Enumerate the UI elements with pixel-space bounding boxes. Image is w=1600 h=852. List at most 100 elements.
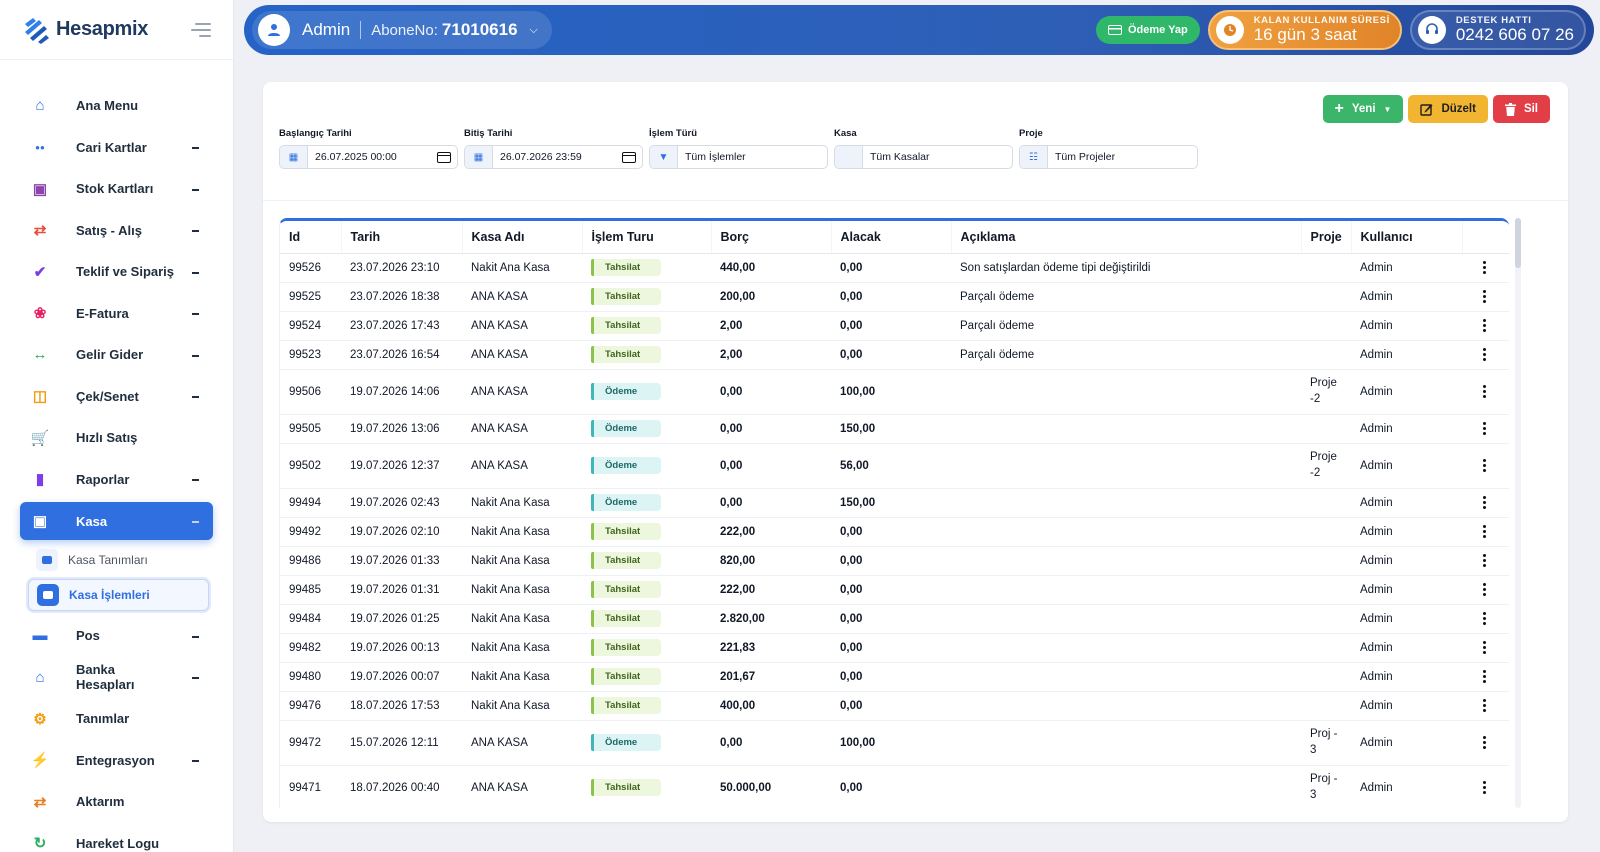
column-header[interactable]: İşlem Turu bbox=[582, 221, 712, 254]
submenu-item[interactable]: Kasa İşlemleri bbox=[28, 579, 209, 611]
tarih-cell: 23.07.2026 16:54 bbox=[341, 340, 462, 370]
user-menu[interactable]: Admin AboneNo: 71010616 ⌵ bbox=[252, 11, 552, 49]
table-row[interactable]: 99484 19.07.2026 01:25 Nakit Ana Kasa Tahsi… bbox=[280, 604, 1509, 634]
table-row[interactable]: 99485 19.07.2026 01:31 Nakit Ana Kasa Tahsi… bbox=[280, 575, 1509, 605]
kullanici-cell: Admin bbox=[1351, 633, 1462, 663]
more-options-icon[interactable] bbox=[1483, 554, 1486, 567]
scrollbar[interactable] bbox=[1515, 218, 1521, 808]
sidebar-item-ana-menu[interactable]: ⌂ Ana Menu bbox=[0, 85, 213, 127]
table-row[interactable]: 99480 19.07.2026 00:07 Nakit Ana Kasa Tahsi… bbox=[280, 662, 1509, 692]
id-cell: 99523 bbox=[280, 340, 341, 370]
plus-icon: + bbox=[1334, 100, 1344, 117]
sidebar-item-teklif-ve-sipariş[interactable]: ✔ Teklif ve Sipariş bbox=[0, 251, 213, 293]
sidebar-item-gelir-gider[interactable]: ↔ Gelir Gider bbox=[0, 334, 213, 376]
date-picker-icon[interactable] bbox=[622, 151, 636, 163]
more-options-icon[interactable] bbox=[1483, 736, 1486, 749]
column-header[interactable] bbox=[1462, 221, 1509, 254]
sidebar-item-entegrasyon[interactable]: ⚡ Entegrasyon bbox=[0, 740, 213, 782]
more-options-icon[interactable] bbox=[1483, 641, 1486, 654]
table-row[interactable]: 99494 19.07.2026 02:43 Nakit Ana Kasa Ödeme… bbox=[280, 488, 1509, 518]
sidebar-item-cari-kartlar[interactable]: ●● Cari Kartlar bbox=[0, 127, 213, 169]
sidebar-item-banka-hesapları[interactable]: ⌂ Banka Hesapları bbox=[0, 657, 213, 699]
table-row[interactable]: 99471 18.07.2026 00:40 ANA KASA Tahsilat 50.… bbox=[280, 765, 1509, 808]
proje-cell: Proj - 3 bbox=[1301, 765, 1351, 808]
proje-cell bbox=[1301, 575, 1351, 605]
row-actions-cell bbox=[1462, 575, 1509, 605]
table-row[interactable]: 99502 19.07.2026 12:37 ANA KASA Ödeme 0,00 56… bbox=[280, 443, 1509, 489]
sidebar-item-hızlı-satış[interactable]: 🛒 Hızlı Satış bbox=[0, 417, 213, 459]
delete-button[interactable]: Sil bbox=[1492, 95, 1550, 123]
column-header[interactable]: Kasa Adı bbox=[462, 221, 583, 254]
table-row[interactable]: 99472 15.07.2026 12:11 ANA KASA Ödeme 0,00 10… bbox=[280, 720, 1509, 766]
table-row[interactable]: 99525 23.07.2026 18:38 ANA KASA Tahsilat 200… bbox=[280, 282, 1509, 312]
kasa-cell: ANA KASA bbox=[462, 282, 582, 312]
sidebar-item-tanımlar[interactable]: ⚙ Tanımlar bbox=[0, 698, 213, 740]
type-value: Tüm İşlemler bbox=[685, 151, 746, 163]
support-line[interactable]: DESTEK HATTI 0242 606 07 26 bbox=[1409, 10, 1586, 50]
sidebar-item-stok-kartları[interactable]: ▣ Stok Kartları bbox=[0, 168, 213, 210]
sidebar-item-hareket-logu[interactable]: ↻ Hareket Logu bbox=[0, 823, 213, 852]
sidebar-item-raporlar[interactable]: ▮ Raporlar bbox=[0, 459, 213, 501]
aciklama-cell bbox=[951, 488, 1301, 518]
sidebar-item-kasa[interactable]: ▣ Kasa bbox=[20, 502, 213, 540]
sidebar-item-aktarım[interactable]: ⇄ Aktarım bbox=[0, 781, 213, 823]
history-icon: ↻ bbox=[33, 835, 47, 852]
more-options-icon[interactable] bbox=[1483, 385, 1486, 398]
kasa-select[interactable]: Tüm Kasalar bbox=[834, 145, 1013, 169]
column-header[interactable]: Tarih bbox=[341, 221, 463, 254]
table-row[interactable]: 99506 19.07.2026 14:06 ANA KASA Ödeme 0,00 10… bbox=[280, 369, 1509, 415]
more-options-icon[interactable] bbox=[1483, 525, 1486, 538]
kasa-submenu: Kasa Tanımları Kasa İşlemleri bbox=[28, 544, 209, 611]
end-date-input[interactable]: ▦ 26.07.2026 23:59 bbox=[464, 145, 643, 169]
more-options-icon[interactable] bbox=[1483, 699, 1486, 712]
new-button[interactable]: + Yeni ▼ bbox=[1322, 95, 1404, 123]
table-row[interactable]: 99524 23.07.2026 17:43 ANA KASA Tahsilat 2,0… bbox=[280, 311, 1509, 341]
table-row[interactable]: 99476 18.07.2026 17:53 Nakit Ana Kasa Tahsi… bbox=[280, 691, 1509, 721]
more-options-icon[interactable] bbox=[1483, 612, 1486, 625]
more-options-icon[interactable] bbox=[1483, 459, 1486, 472]
payment-button[interactable]: Ödeme Yap bbox=[1096, 16, 1200, 44]
type-cell: Ödeme bbox=[582, 488, 711, 518]
table-row[interactable]: 99492 19.07.2026 02:10 Nakit Ana Kasa Tahsi… bbox=[280, 517, 1509, 547]
project-select[interactable]: ☷ Tüm Projeler bbox=[1019, 145, 1198, 169]
proje-cell bbox=[1301, 691, 1351, 721]
column-header[interactable]: Proje bbox=[1301, 221, 1352, 254]
edit-button[interactable]: Düzelt bbox=[1408, 95, 1488, 123]
scrollbar-thumb[interactable] bbox=[1515, 218, 1521, 268]
table-row[interactable]: 99505 19.07.2026 13:06 ANA KASA Ödeme 0,00 15… bbox=[280, 414, 1509, 444]
aciklama-cell bbox=[951, 575, 1301, 605]
start-date-input[interactable]: ▦ 26.07.2025 00:00 bbox=[279, 145, 458, 169]
column-header[interactable]: Borç bbox=[711, 221, 832, 254]
table-row[interactable]: 99526 23.07.2026 23:10 Nakit Ana Kasa Tahsi… bbox=[280, 253, 1509, 283]
more-options-icon[interactable] bbox=[1483, 290, 1486, 303]
column-header[interactable]: Id bbox=[280, 221, 342, 254]
table-row[interactable]: 99523 23.07.2026 16:54 ANA KASA Tahsilat 2,0… bbox=[280, 340, 1509, 370]
menu-toggle-icon[interactable] bbox=[191, 22, 211, 37]
sidebar-item-satış-alış[interactable]: ⇄ Satış - Alış bbox=[0, 210, 213, 252]
table-row[interactable]: 99486 19.07.2026 01:33 Nakit Ana Kasa Tahsi… bbox=[280, 546, 1509, 576]
sidebar-item-çek-senet[interactable]: ◫ Çek/Senet bbox=[0, 376, 213, 418]
column-header[interactable]: Açıklama bbox=[951, 221, 1302, 254]
borc-cell: 0,00 bbox=[711, 414, 831, 444]
submenu-item[interactable]: Kasa Tanımları bbox=[28, 544, 209, 576]
sidebar-item-pos[interactable]: ▬ Pos bbox=[0, 615, 213, 657]
more-options-icon[interactable] bbox=[1483, 496, 1486, 509]
more-options-icon[interactable] bbox=[1483, 319, 1486, 332]
exchange-icon: ⇄ bbox=[33, 222, 47, 240]
type-select[interactable]: ▼ Tüm İşlemler bbox=[649, 145, 828, 169]
more-options-icon[interactable] bbox=[1483, 348, 1486, 361]
tarih-cell: 23.07.2026 17:43 bbox=[341, 311, 462, 341]
trash-icon bbox=[1504, 102, 1516, 116]
table-row[interactable]: 99482 19.07.2026 00:13 Nakit Ana Kasa Tahsi… bbox=[280, 633, 1509, 663]
sidebar-item-e-fatura[interactable]: ❀ E-Fatura bbox=[0, 293, 213, 335]
more-options-icon[interactable] bbox=[1483, 583, 1486, 596]
more-options-icon[interactable] bbox=[1483, 781, 1486, 794]
more-options-icon[interactable] bbox=[1483, 261, 1486, 274]
more-options-icon[interactable] bbox=[1483, 670, 1486, 683]
column-header[interactable]: Alacak bbox=[831, 221, 952, 254]
tarih-cell: 19.07.2026 02:10 bbox=[341, 517, 462, 547]
more-options-icon[interactable] bbox=[1483, 422, 1486, 435]
column-header[interactable]: Kullanıcı bbox=[1351, 221, 1463, 254]
logo-icon bbox=[25, 17, 49, 44]
date-picker-icon[interactable] bbox=[437, 151, 451, 163]
